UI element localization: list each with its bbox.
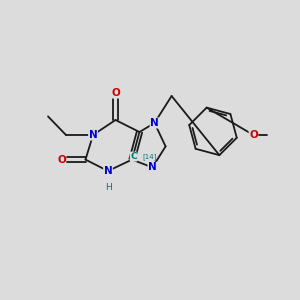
Text: C: C (130, 152, 137, 161)
Text: N: N (88, 130, 98, 140)
Text: O: O (111, 88, 120, 98)
Text: N: N (150, 118, 159, 128)
Text: H: H (105, 183, 111, 192)
Text: [14]: [14] (142, 153, 156, 160)
Text: O: O (57, 154, 66, 165)
Text: O: O (249, 130, 258, 140)
Text: N: N (148, 162, 157, 172)
Text: N: N (103, 166, 112, 176)
